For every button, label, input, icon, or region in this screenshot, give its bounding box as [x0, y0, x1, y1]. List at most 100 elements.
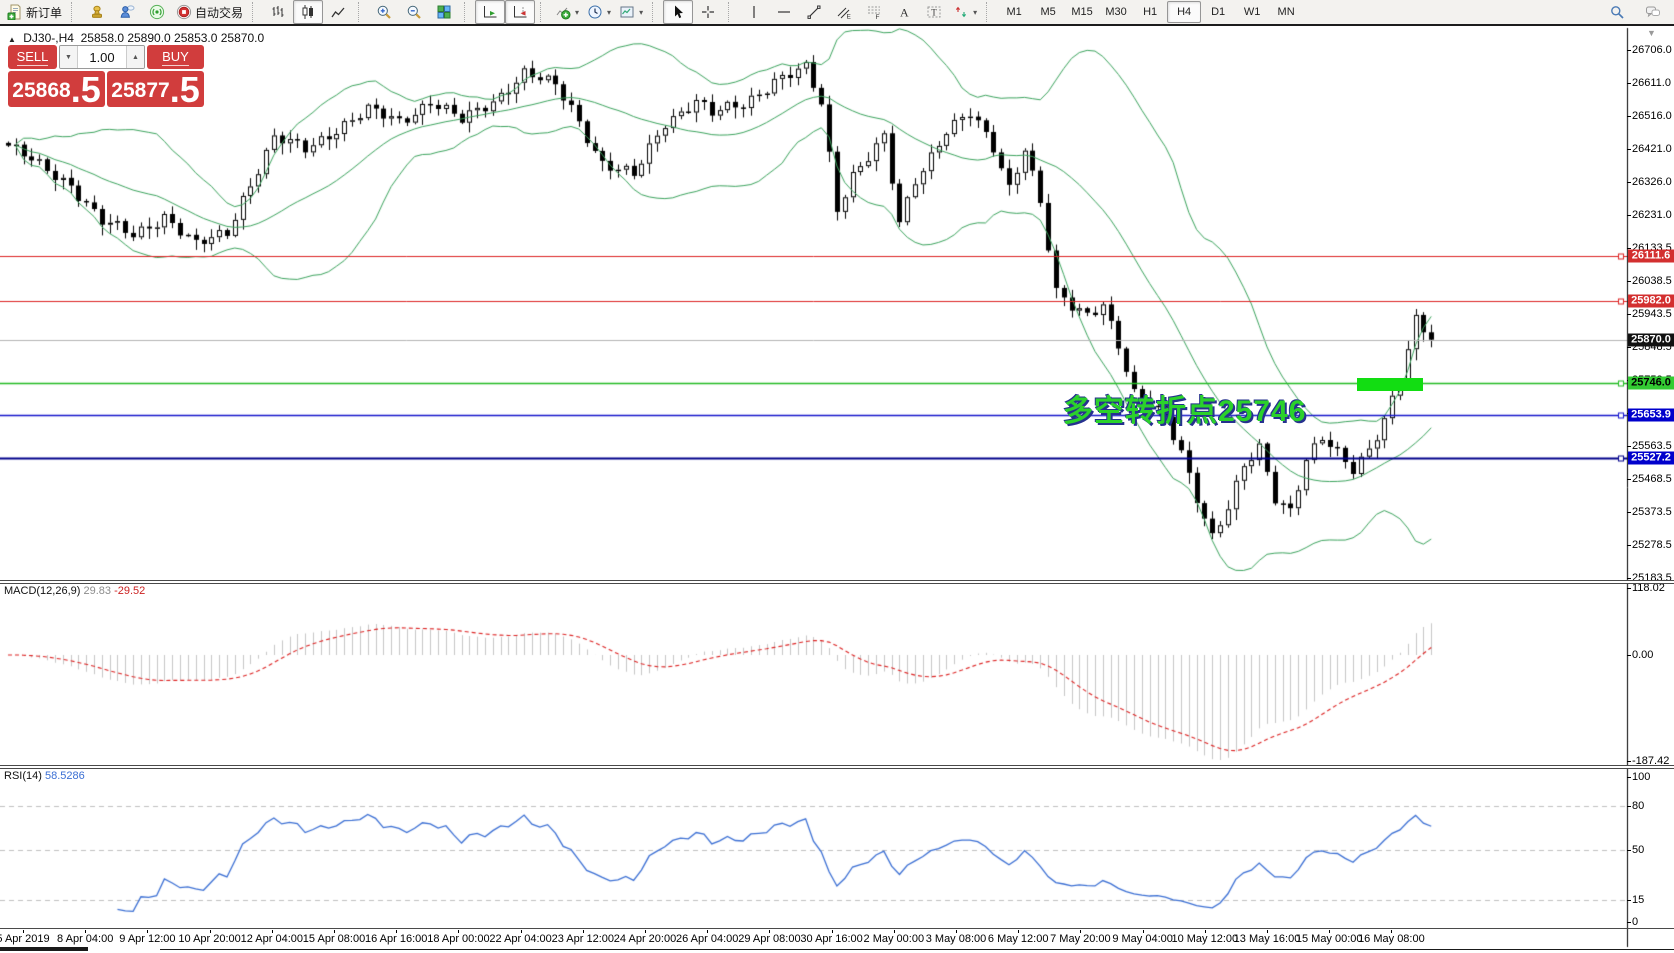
- scroll-to-end-marker-icon[interactable]: ▼: [1647, 28, 1656, 38]
- macd-tick: [1627, 655, 1631, 656]
- price-axis-label: 25468.5: [1632, 472, 1672, 485]
- toolbar-text-button[interactable]: A: [889, 0, 919, 24]
- toolbar-trendline-button[interactable]: [799, 0, 829, 24]
- price-tick: [1627, 577, 1631, 579]
- toolbar-market-watch-button[interactable]: [112, 0, 142, 24]
- date-tick: [396, 930, 398, 933]
- date-tick: [582, 930, 584, 933]
- svg-text:A: A: [900, 6, 909, 20]
- toolbar-chart-shift-button[interactable]: [505, 0, 536, 24]
- macd-panel-separator[interactable]: [0, 580, 1674, 584]
- toolbar-periods-button[interactable]: ▾: [583, 0, 615, 24]
- sell-price-button[interactable]: 25868.5: [8, 71, 105, 108]
- volume-decrease-button[interactable]: ▼: [60, 46, 78, 68]
- toolbar-chat-button[interactable]: [1638, 0, 1668, 24]
- date-axis-label: 30 Apr 16:00: [800, 933, 863, 945]
- date-tick: [1080, 930, 1082, 933]
- horizontal-scrollbar-track[interactable]: [160, 949, 1674, 950]
- price-tick: [1627, 148, 1631, 150]
- toolbar-new-order-label: 新订单: [26, 5, 63, 20]
- price-axis-label: 26421.0: [1632, 142, 1672, 155]
- toolbar-auto-scroll-button[interactable]: [475, 0, 506, 24]
- toolbar-templates-button[interactable]: ▾: [615, 0, 647, 24]
- price-axis-label: 26038.5: [1632, 275, 1672, 288]
- toolbar-bar-chart-button[interactable]: [263, 0, 293, 24]
- buy-button[interactable]: BUY: [147, 45, 204, 69]
- rsi-label: RSI(14) 58.5286: [4, 770, 85, 782]
- timeframe-m1-button[interactable]: M1: [1006, 6, 1022, 18]
- timeframe-m15-button[interactable]: M15: [1071, 6, 1093, 18]
- timeframe-m30-button[interactable]: M30: [1105, 6, 1127, 18]
- svg-text:F: F: [876, 14, 880, 20]
- rsi-tick: [1627, 849, 1631, 851]
- toolbar-separator: [71, 2, 78, 22]
- timeframe-mn-button[interactable]: MN: [1277, 6, 1295, 18]
- date-tick: [520, 930, 522, 933]
- collapse-triangle-icon[interactable]: ▲: [8, 35, 16, 44]
- rsi-panel-separator[interactable]: [0, 765, 1674, 769]
- highlight-rectangle[interactable]: [1357, 378, 1423, 391]
- toolbar-fibonacci-button[interactable]: F: [859, 0, 889, 24]
- periods-icon: [587, 4, 603, 20]
- chevron-down-icon[interactable]: ▾: [607, 7, 612, 17]
- toolbar-equidistant-channel-button[interactable]: E: [829, 0, 859, 24]
- timeframe-m5-button[interactable]: M5: [1040, 6, 1056, 18]
- price-tick: [1627, 314, 1631, 316]
- volume-input[interactable]: 1.00: [89, 49, 115, 65]
- timeframe-h4-button[interactable]: H4: [1167, 1, 1202, 23]
- hline-price-label: 25870.0: [1628, 333, 1674, 347]
- toolbar-tile-windows-button[interactable]: [429, 0, 459, 24]
- volume-increase-button[interactable]: ▲: [126, 46, 144, 68]
- toolbar-autotrading-button[interactable]: 自动交易: [172, 0, 247, 24]
- date-axis-label: 5 Apr 2019: [0, 933, 50, 945]
- date-tick: [147, 930, 149, 933]
- autotrading-icon: [176, 4, 192, 20]
- chart-annotation-text[interactable]: 多空转折点25746: [1063, 395, 1307, 428]
- toolbar-crosshair-button[interactable]: [693, 0, 723, 24]
- date-axis-label: 22 Apr 04:00: [489, 933, 552, 945]
- timeframe-h1-button[interactable]: H1: [1143, 6, 1158, 18]
- toolbar-indicators-button[interactable]: ▾: [551, 0, 583, 24]
- price-tick: [1627, 50, 1631, 51]
- macd-axis-label: 118.02: [1632, 582, 1665, 594]
- svg-text:E: E: [847, 14, 852, 21]
- toolbar-text-label-button[interactable]: T: [919, 0, 949, 24]
- chart-shift-icon: [512, 4, 528, 20]
- price-axis-label: 26611.0: [1632, 76, 1671, 89]
- date-axis-label: 3 May 08:00: [925, 933, 987, 945]
- toolbar-line-chart-button[interactable]: [323, 0, 353, 24]
- toolbar-cursor-button[interactable]: [663, 0, 694, 24]
- chevron-down-icon[interactable]: ▾: [973, 7, 978, 17]
- toolbar-zoom-in-button[interactable]: [369, 0, 399, 24]
- toolbar-candlesticks-button[interactable]: [293, 0, 324, 24]
- toolbar-zoom-out-button[interactable]: [399, 0, 429, 24]
- date-tick: [707, 930, 709, 933]
- toolbar-signal-button[interactable]: [142, 0, 172, 24]
- chevron-down-icon[interactable]: ▾: [575, 7, 580, 17]
- date-tick: [831, 930, 833, 933]
- rsi-tick: [1627, 806, 1631, 807]
- date-tick: [1018, 930, 1020, 933]
- toolbar-horizontal-line-button[interactable]: [769, 0, 799, 24]
- toolbar-new-order-button[interactable]: 新订单: [3, 0, 66, 24]
- macd-main-value: 29.83: [83, 585, 112, 597]
- sell-button[interactable]: SELL: [8, 45, 57, 69]
- horizontal-scrollbar-thumb[interactable]: [0, 947, 88, 951]
- chevron-down-icon[interactable]: ▾: [639, 7, 644, 17]
- equidistant-channel-icon: E: [836, 4, 852, 20]
- toolbar-stamp-button[interactable]: [82, 0, 112, 24]
- price-axis-label: 25373.5: [1632, 505, 1672, 518]
- toolbar-arrows-button[interactable]: ▾: [949, 0, 981, 24]
- buy-price-button[interactable]: 25877.5: [107, 71, 204, 108]
- auto-scroll-icon: [482, 4, 498, 20]
- symbol-header: ▲ DJ30-,H4 25858.0 25890.0 25853.0 25870…: [8, 31, 264, 45]
- toolbar-vertical-line-button[interactable]: [739, 0, 769, 24]
- date-axis-label: 8 Apr 04:00: [57, 933, 114, 945]
- toolbar-search-button[interactable]: [1602, 0, 1632, 24]
- rsi-axis-label: 100: [1632, 771, 1651, 783]
- date-axis-label: 15 Apr 08:00: [302, 933, 366, 945]
- timeframe-w1-button[interactable]: W1: [1243, 6, 1261, 18]
- timeframe-d1-button[interactable]: D1: [1211, 6, 1226, 18]
